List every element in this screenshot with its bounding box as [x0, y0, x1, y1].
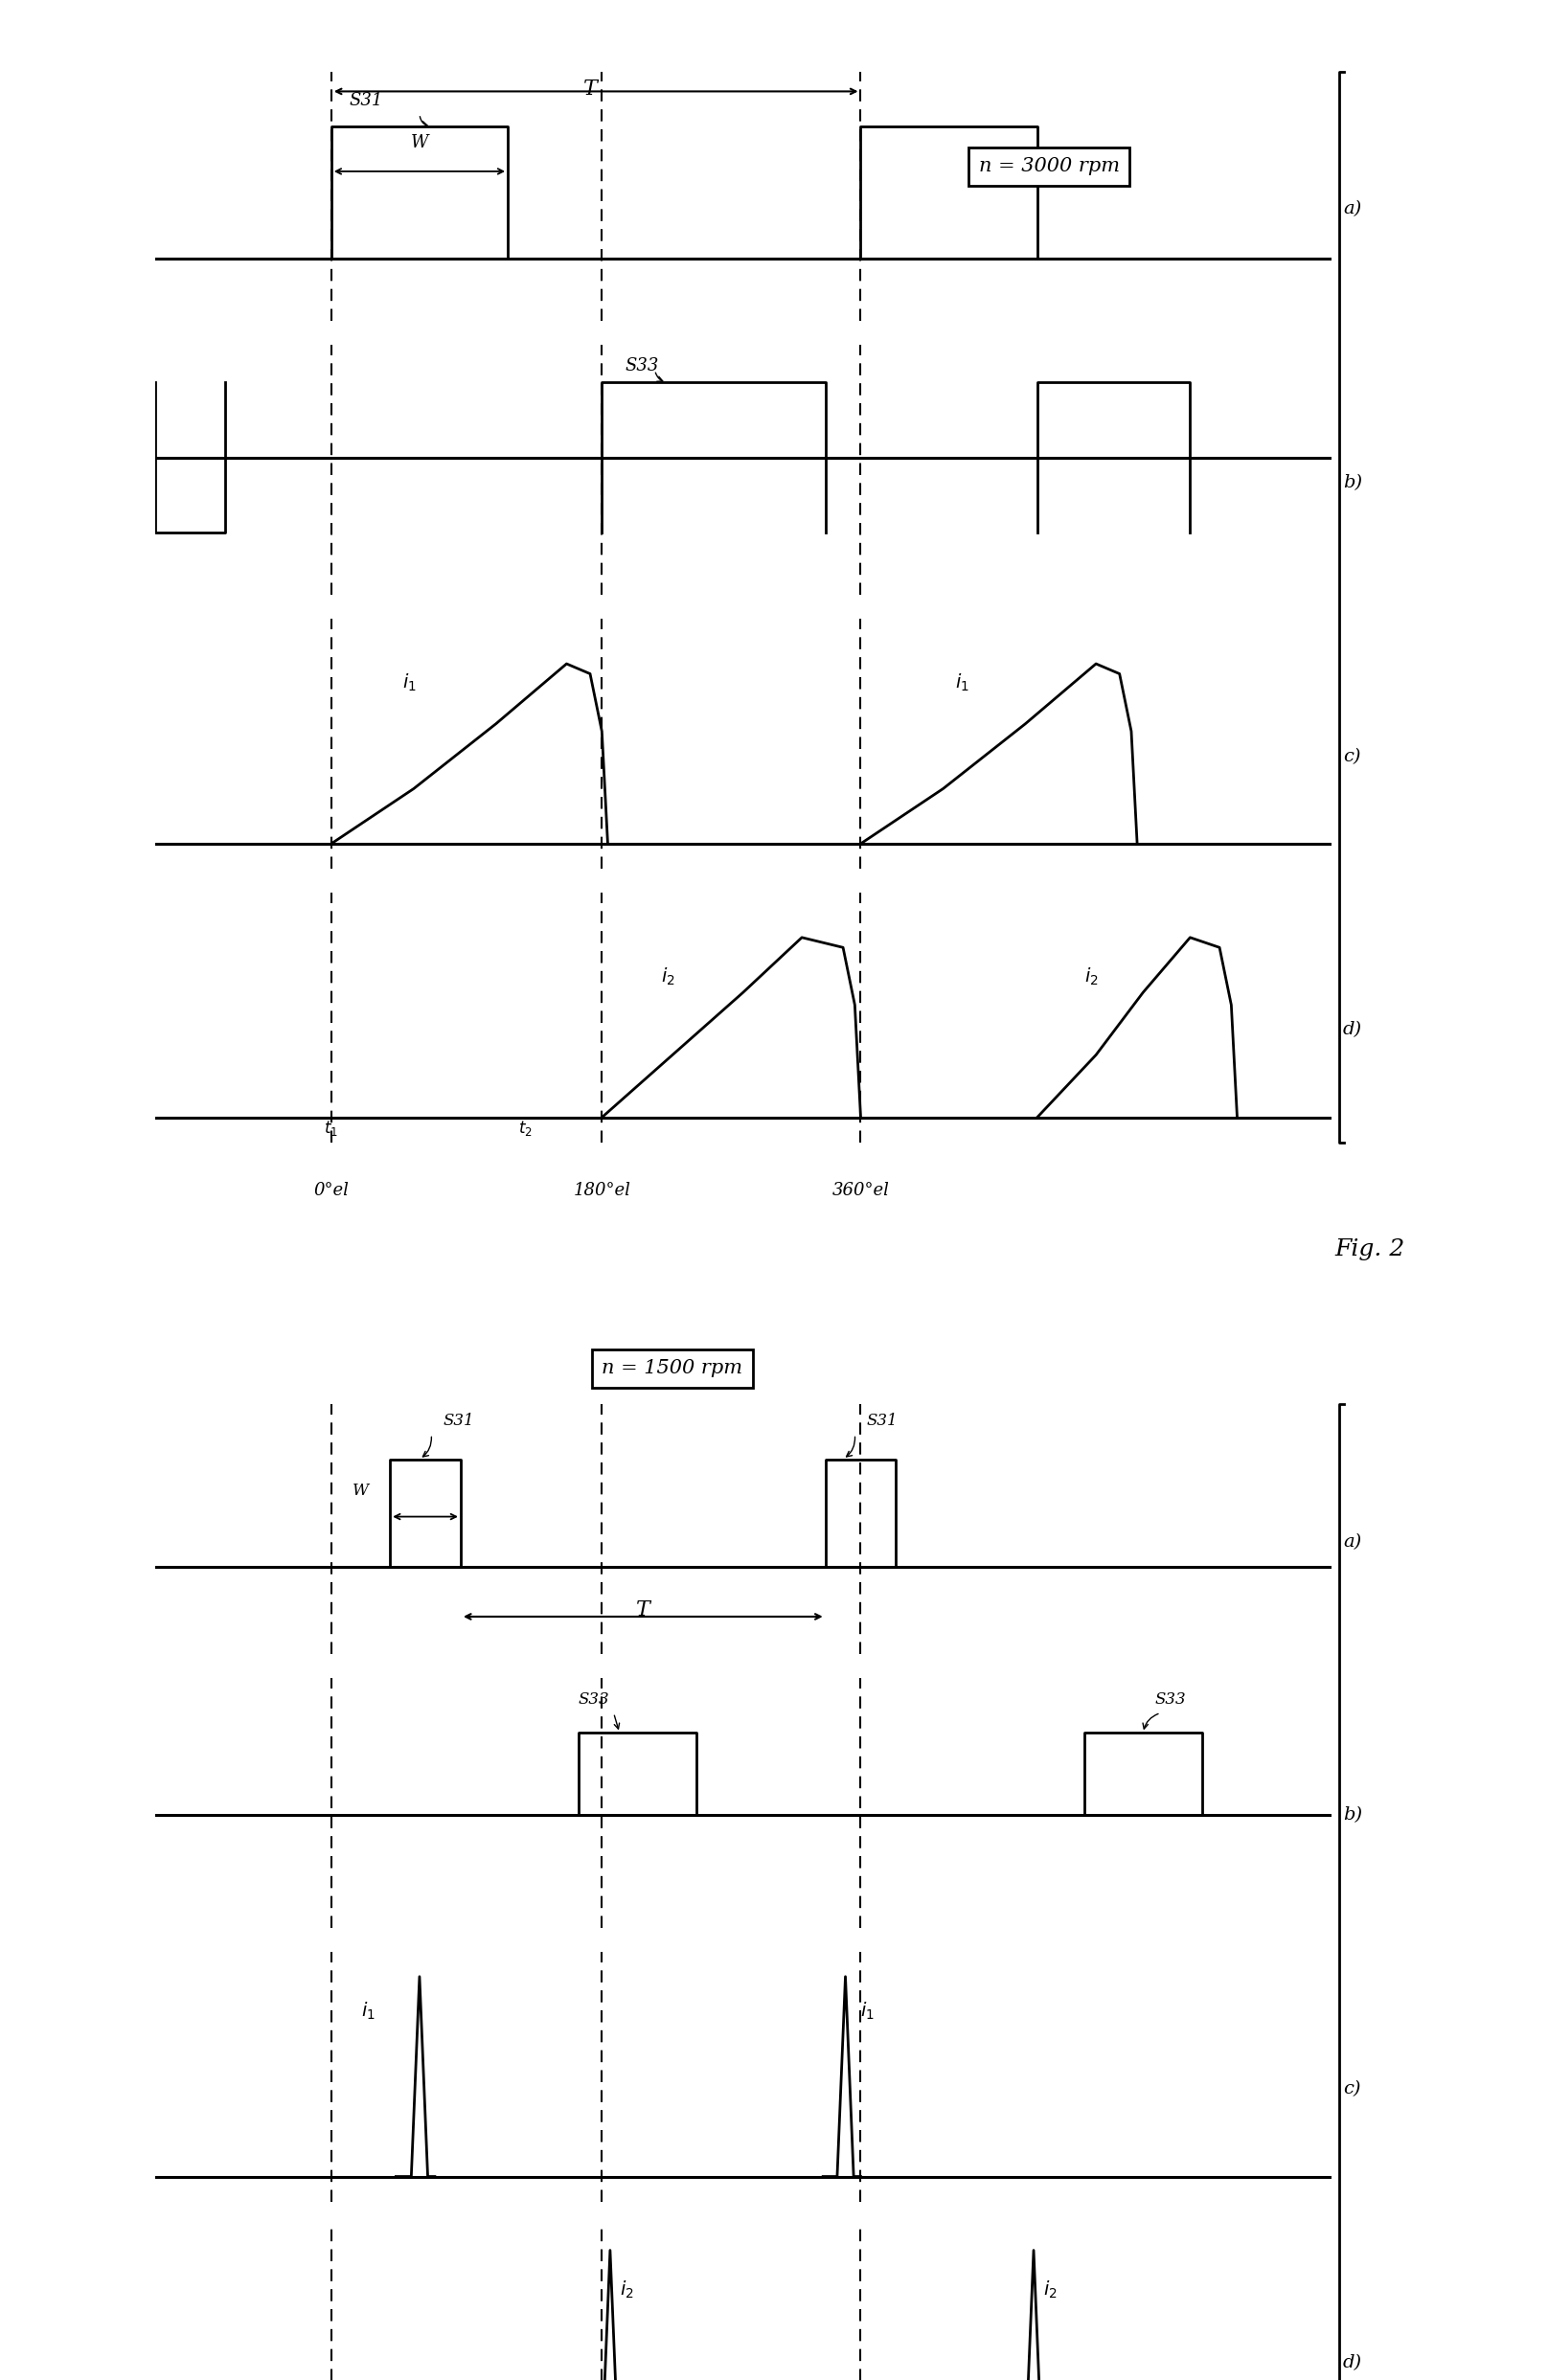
Text: T: T: [636, 1599, 650, 1621]
Text: c): c): [1344, 747, 1361, 764]
Text: c): c): [1344, 2080, 1361, 2097]
Text: b): b): [1344, 474, 1362, 490]
Text: T: T: [584, 79, 598, 100]
Text: a): a): [1344, 200, 1362, 217]
Text: S33: S33: [579, 1692, 610, 1709]
Text: n = 3000 rpm: n = 3000 rpm: [978, 157, 1119, 176]
Text: S31: S31: [867, 1414, 898, 1428]
Text: S31: S31: [443, 1414, 474, 1428]
Text: S33: S33: [625, 357, 659, 374]
Text: S31: S31: [348, 93, 382, 109]
Text: $i_1$: $i_1$: [955, 674, 969, 695]
Text: d): d): [1344, 1021, 1362, 1038]
Text: $i_1$: $i_1$: [361, 1999, 375, 2021]
Text: S33: S33: [1155, 1692, 1186, 1709]
Text: $i_2$: $i_2$: [1084, 966, 1098, 988]
Text: n = 1500 rpm: n = 1500 rpm: [602, 1359, 743, 1378]
Text: d): d): [1344, 2354, 1362, 2370]
Text: $i_2$: $i_2$: [661, 966, 675, 988]
Text: $i_2$: $i_2$: [1043, 2280, 1057, 2299]
Text: $i_1$: $i_1$: [402, 674, 416, 695]
Text: a): a): [1344, 1533, 1362, 1549]
Text: Fig. 2: Fig. 2: [1334, 1238, 1406, 1261]
Text: 360°el: 360°el: [831, 1180, 890, 1200]
Text: $t_1$: $t_1$: [324, 1119, 339, 1138]
Text: W: W: [353, 1483, 368, 1499]
Text: $i_1$: $i_1$: [861, 1999, 875, 2021]
Text: 0°el: 0°el: [314, 1180, 348, 1200]
Text: W: W: [410, 133, 429, 152]
Text: b): b): [1344, 1806, 1362, 1823]
Text: $i_2$: $i_2$: [619, 2280, 633, 2299]
Text: 180°el: 180°el: [573, 1180, 630, 1200]
Text: $t_2$: $t_2$: [519, 1119, 533, 1138]
